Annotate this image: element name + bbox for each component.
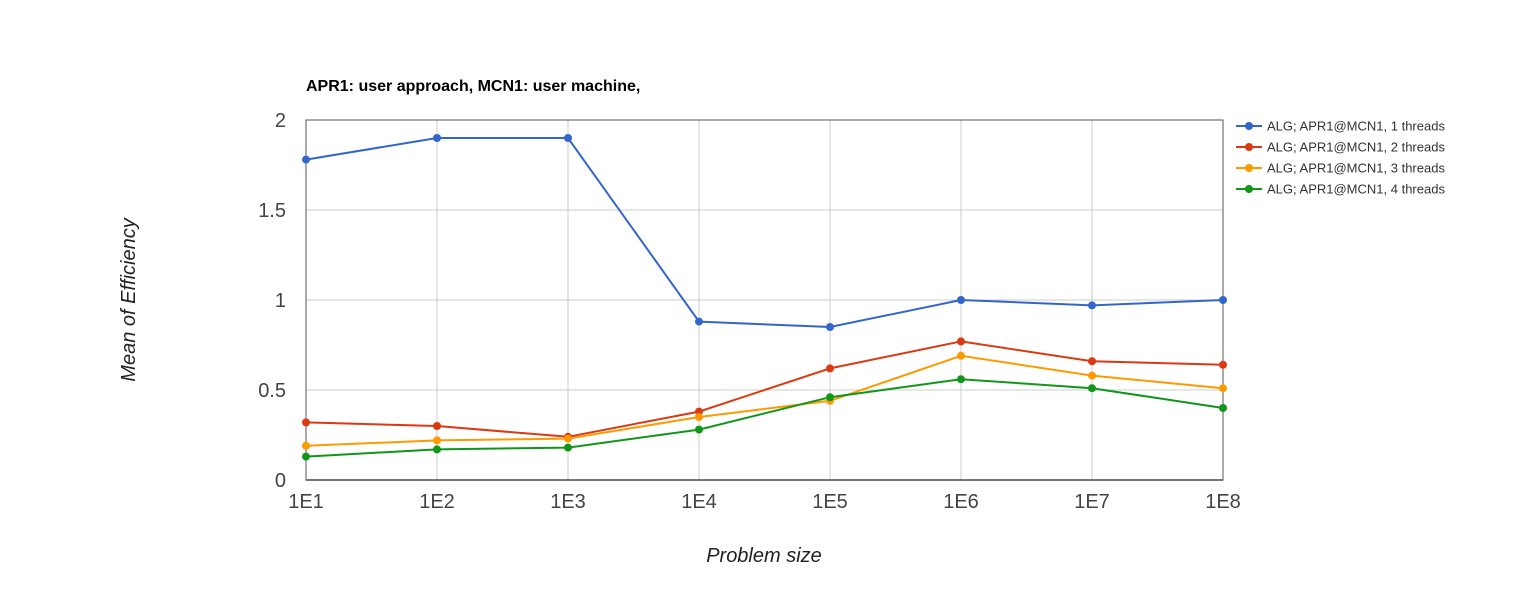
data-point bbox=[957, 337, 965, 346]
y-axis-label: Mean of Efficiency bbox=[118, 217, 140, 381]
series-line bbox=[305, 354, 1224, 447]
data-point bbox=[302, 452, 310, 461]
series-3 bbox=[302, 351, 1227, 450]
legend-marker bbox=[1245, 122, 1253, 130]
data-point bbox=[564, 443, 572, 452]
data-point bbox=[433, 134, 441, 142]
legend-item: ALG; APR1@MCN1, 1 threads bbox=[1236, 119, 1445, 134]
x-axis-label: Problem size bbox=[706, 545, 822, 567]
series-1 bbox=[302, 134, 1227, 331]
data-point bbox=[1088, 384, 1096, 393]
data-point bbox=[957, 351, 965, 360]
legend-marker bbox=[1245, 164, 1253, 172]
x-tick-label: 1E8 bbox=[1205, 491, 1241, 513]
x-tick-label: 1E2 bbox=[419, 491, 455, 513]
x-tick-label: 1E6 bbox=[943, 491, 979, 513]
legend-label: ALG; APR1@MCN1, 4 threads bbox=[1267, 182, 1445, 197]
data-point bbox=[1219, 404, 1227, 412]
data-point bbox=[433, 436, 441, 445]
x-tick-label: 1E4 bbox=[681, 491, 717, 513]
x-tick-label: 1E5 bbox=[812, 491, 848, 513]
data-point bbox=[826, 393, 834, 402]
y-tick-label: 2 bbox=[275, 110, 286, 132]
data-point bbox=[957, 296, 965, 304]
data-point bbox=[302, 418, 310, 427]
data-point bbox=[433, 422, 441, 430]
data-point bbox=[1088, 357, 1096, 366]
series-line bbox=[305, 137, 1224, 329]
series-4 bbox=[302, 375, 1227, 461]
legend-item: ALG; APR1@MCN1, 4 threads bbox=[1236, 182, 1445, 197]
x-axis-ticks: 1E1 1E2 1E3 1E4 1E5 1E6 1E7 1E8 bbox=[288, 491, 1241, 513]
data-point bbox=[826, 323, 834, 331]
data-point bbox=[1219, 296, 1227, 304]
legend-label: ALG; APR1@MCN1, 3 threads bbox=[1267, 161, 1445, 176]
data-point bbox=[695, 425, 703, 434]
data-point bbox=[433, 445, 441, 454]
chart-title: APR1: user approach, MCN1: user machine, bbox=[306, 78, 640, 95]
y-tick-label: 1 bbox=[275, 290, 286, 312]
y-axis-ticks: 0 0.5 1 1.5 2 bbox=[258, 110, 286, 492]
data-point bbox=[1088, 371, 1096, 380]
legend-marker bbox=[1245, 185, 1253, 193]
legend-label: ALG; APR1@MCN1, 2 threads bbox=[1267, 140, 1445, 155]
legend: ALG; APR1@MCN1, 1 threads ALG; APR1@MCN1,… bbox=[1236, 119, 1445, 197]
x-tick-label: 1E1 bbox=[288, 491, 324, 513]
data-point bbox=[1088, 301, 1096, 310]
data-point bbox=[1219, 360, 1227, 369]
y-tick-label: 0 bbox=[275, 470, 286, 492]
data-point bbox=[1219, 384, 1227, 393]
data-point bbox=[302, 441, 310, 450]
data-point bbox=[564, 134, 572, 142]
legend-item: ALG; APR1@MCN1, 2 threads bbox=[1236, 140, 1445, 155]
legend-label: ALG; APR1@MCN1, 1 threads bbox=[1267, 119, 1445, 134]
x-tick-label: 1E3 bbox=[550, 491, 586, 513]
x-tick-label: 1E7 bbox=[1074, 491, 1110, 513]
data-point bbox=[695, 317, 703, 326]
series-line bbox=[305, 378, 1224, 458]
data-point bbox=[302, 155, 310, 164]
data-point bbox=[957, 375, 965, 384]
series-group bbox=[302, 134, 1227, 461]
data-point bbox=[695, 413, 703, 421]
legend-item: ALG; APR1@MCN1, 3 threads bbox=[1236, 161, 1445, 176]
series-line bbox=[305, 340, 1224, 438]
y-tick-label: 0.5 bbox=[258, 380, 286, 402]
data-point bbox=[564, 434, 572, 443]
y-tick-label: 1.5 bbox=[258, 200, 286, 222]
legend-marker bbox=[1245, 143, 1253, 151]
data-point bbox=[826, 364, 834, 373]
